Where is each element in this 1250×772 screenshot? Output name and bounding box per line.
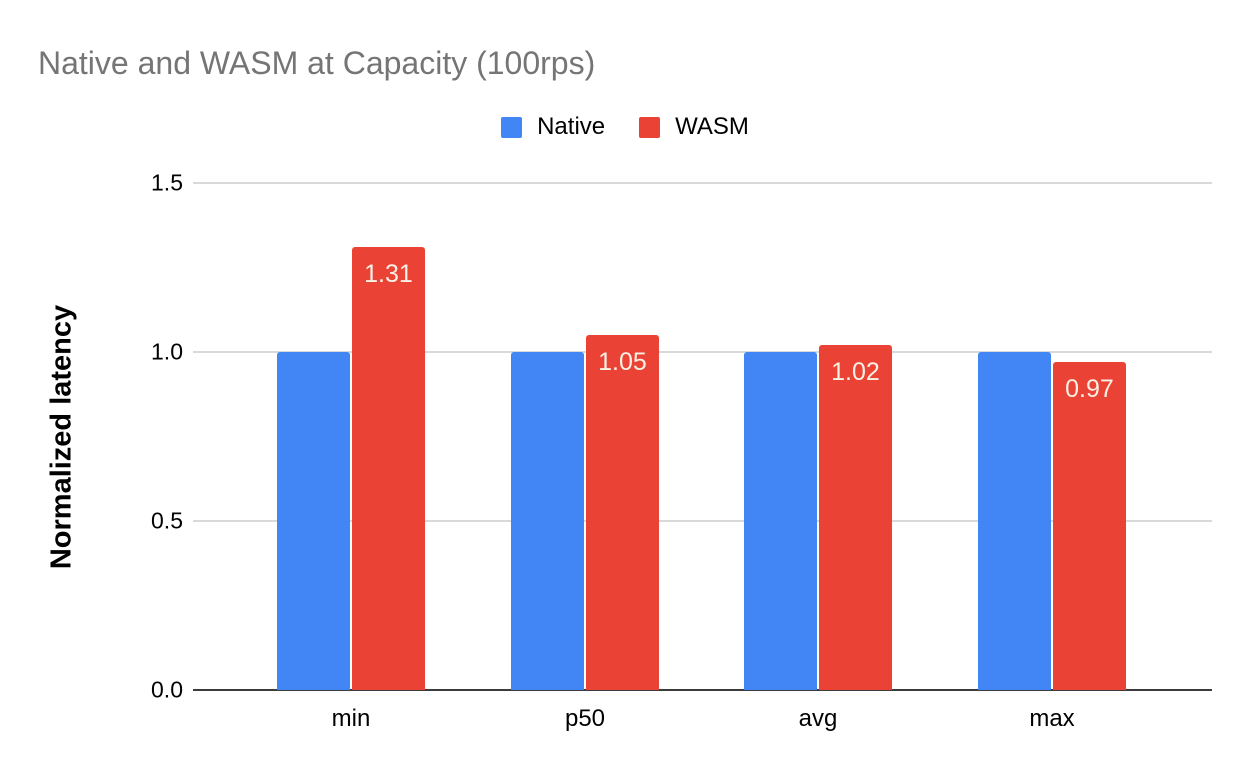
legend-item-wasm: WASM [639, 113, 749, 141]
bar-native-avg [744, 352, 817, 690]
chart-title: Native and WASM at Capacity (100rps) [38, 45, 596, 81]
square-swatch-icon-wasm [639, 116, 661, 138]
bar-group-max: 0.97 [978, 183, 1126, 690]
bar-wasm-p50: 1.05 [586, 335, 659, 690]
plot-area: 1.31 1.05 1.02 0.97 [193, 182, 1212, 691]
gridline-0.5 [193, 520, 1212, 522]
legend-item-native: Native [501, 113, 605, 141]
legend-label: Native [537, 113, 606, 140]
bar-value-label-wasm-max: 0.97 [1065, 375, 1114, 403]
bar-value-label-wasm-min: 1.31 [364, 260, 413, 288]
x-tick-label-p50: p50 [564, 705, 606, 732]
square-swatch-icon-native [501, 116, 523, 138]
bar-value-label-wasm-p50: 1.05 [598, 348, 647, 376]
bar-value-label-wasm-avg: 1.02 [831, 358, 880, 386]
bar-group-p50: 1.05 [511, 183, 659, 690]
bar-native-max [978, 352, 1051, 690]
chart-legend: Native WASM [0, 112, 1250, 142]
bar-group-min: 1.31 [277, 183, 425, 690]
legend-label: WASM [675, 113, 749, 140]
bar-wasm-avg: 1.02 [819, 345, 892, 690]
bar-wasm-max: 0.97 [1053, 362, 1126, 690]
gridline-1.5 [193, 182, 1212, 184]
x-tick-label-avg: avg [798, 705, 838, 732]
y-tick-label-1.5: 1.5 [151, 169, 183, 196]
x-axis-baseline [193, 689, 1212, 691]
bar-group-avg: 1.02 [744, 183, 892, 690]
x-tick-label-max: max [1029, 705, 1075, 732]
y-tick-label-0.0: 0.0 [151, 676, 183, 703]
bar-wasm-min: 1.31 [352, 247, 425, 690]
y-axis-title: Normalized latency [45, 304, 78, 570]
bar-native-p50 [511, 352, 584, 690]
bar-native-min [277, 352, 350, 690]
x-tick-label-min: min [331, 705, 371, 732]
y-tick-label-0.5: 0.5 [151, 507, 183, 534]
gridline-1.0 [193, 351, 1212, 353]
y-tick-label-1.0: 1.0 [151, 338, 183, 365]
